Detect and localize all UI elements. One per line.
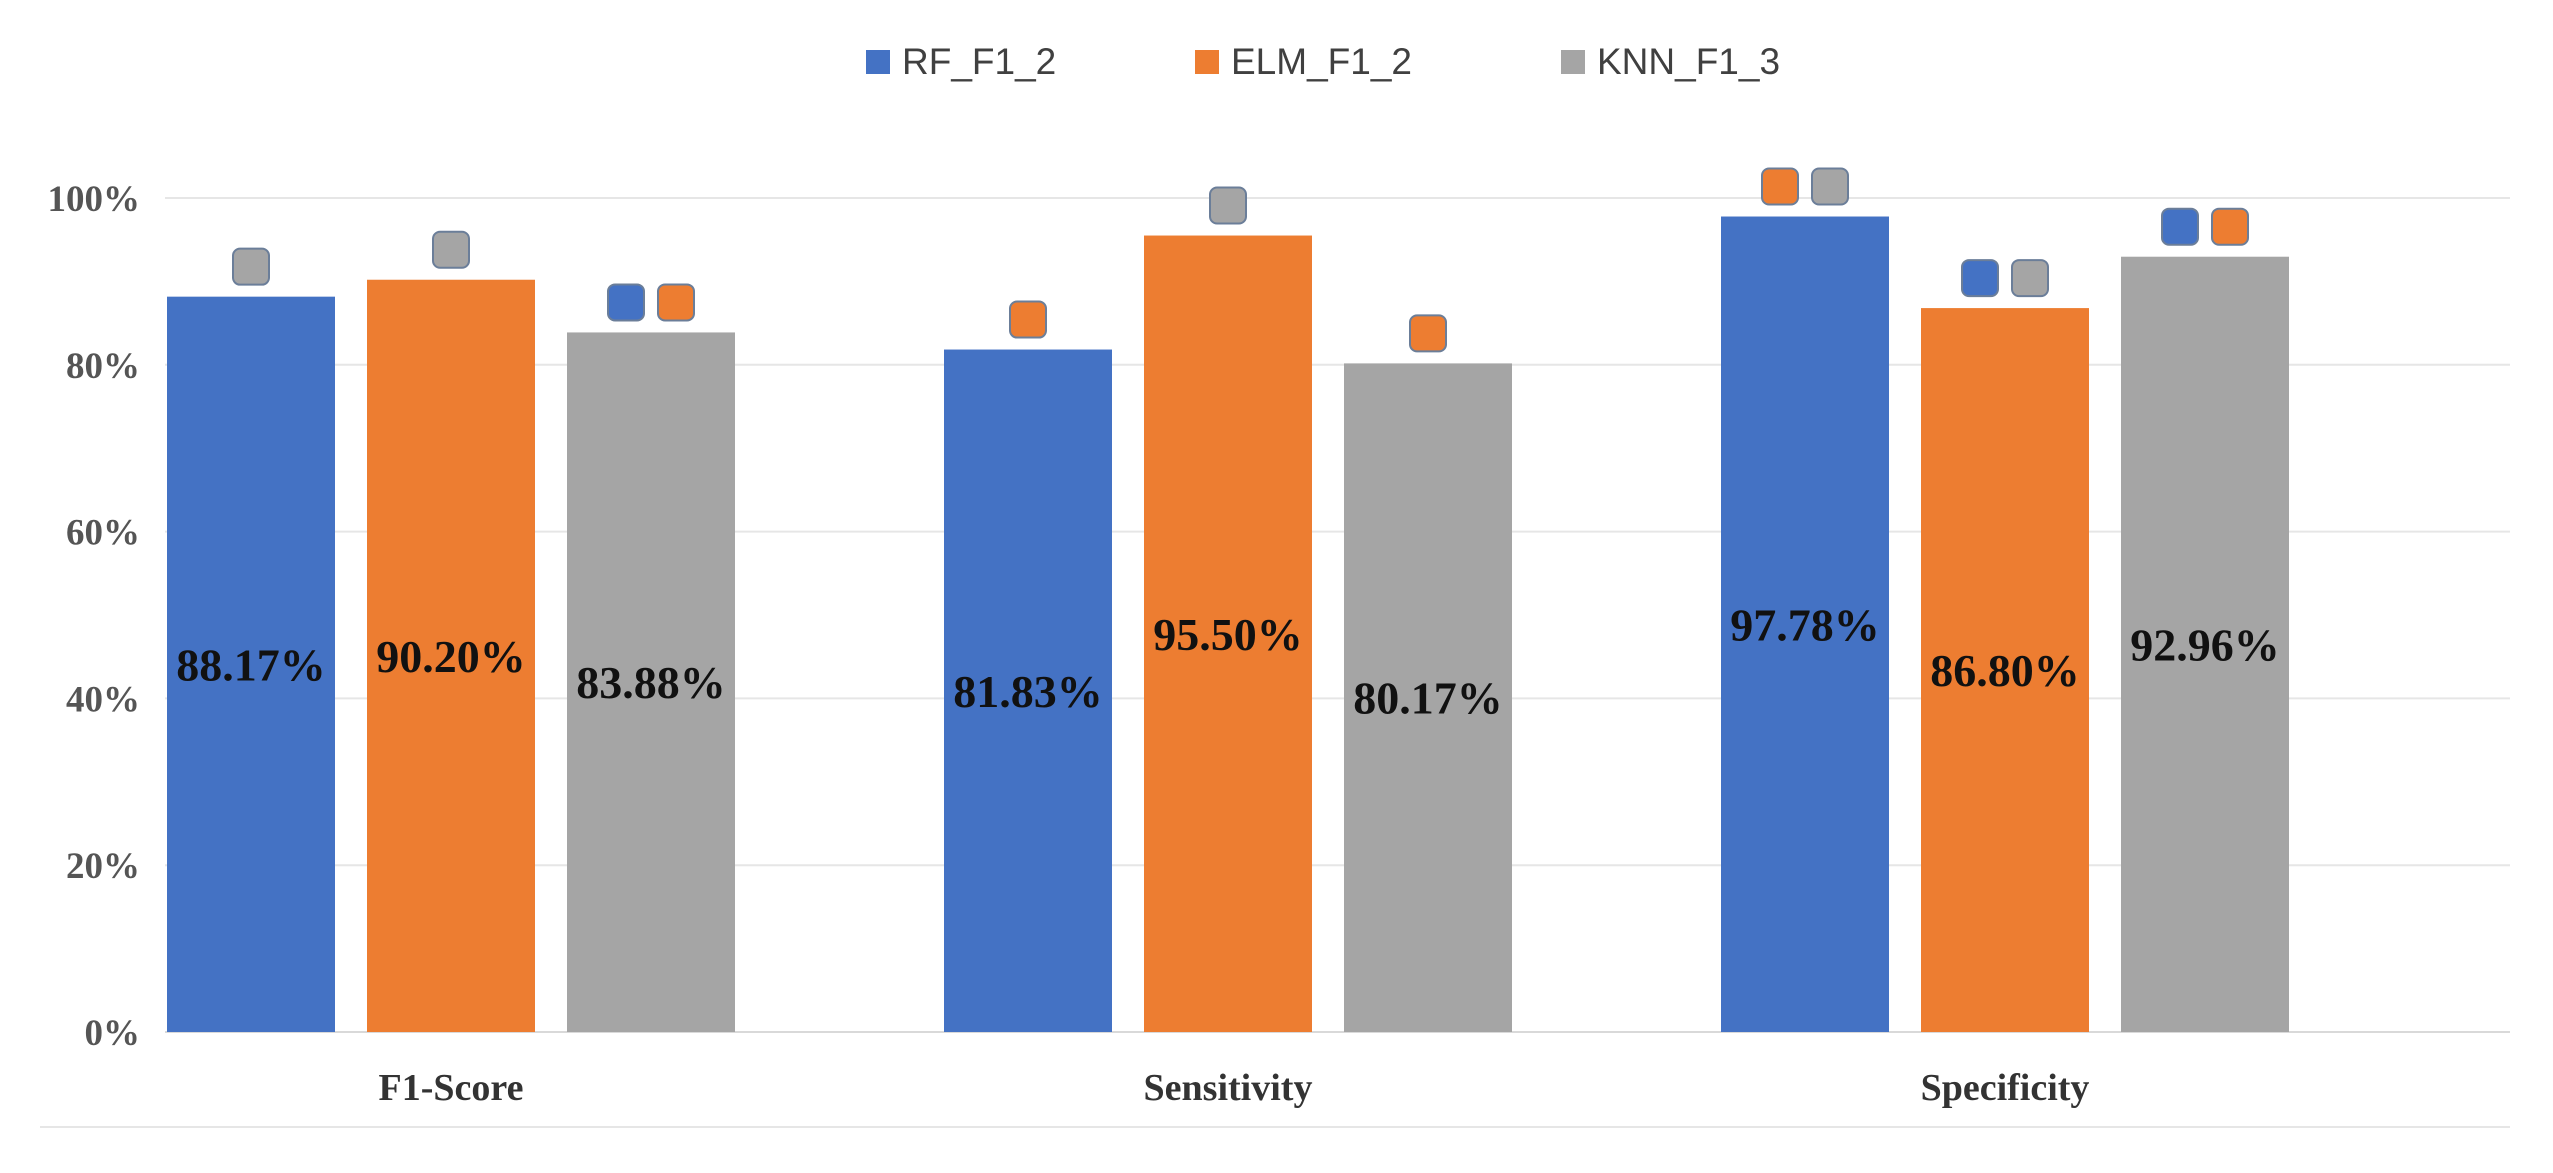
y-tick-label: 80% [66,346,140,387]
bars [167,216,2289,1033]
gridlines [40,197,2510,1128]
marker-KNN_F1_3 [232,247,270,286]
data-label: 81.83% [953,666,1103,717]
data-label: 88.17% [176,639,326,690]
marker-ELM_F1_2 [1009,300,1047,339]
data-label: 95.50% [1153,609,1303,660]
marker-KNN_F1_3 [2011,259,2049,298]
data-label: 80.17% [1353,673,1503,724]
data-label: 83.88% [576,657,726,708]
significance-markers [232,167,2249,353]
y-tick-label: 20% [66,846,140,887]
legend-label: RF_F1_2 [902,41,1056,82]
data-label: 86.80% [1930,645,2080,696]
marker-ELM_F1_2 [657,283,695,322]
marker-KNN_F1_3 [1209,186,1247,225]
marker-RF_F1_2 [1961,259,1999,298]
marker-RF_F1_2 [2161,207,2199,246]
bar-RF_F1_2-Sensitivity [944,349,1112,1032]
marker-KNN_F1_3 [432,230,470,269]
legend-swatch-ELM_F1_2 [1195,50,1219,74]
legend-label: KNN_F1_3 [1597,41,1780,82]
x-axis: F1-Score Sensitivity Specificity [379,1067,2090,1109]
category-label: F1-Score [379,1067,524,1109]
data-label: 92.96% [2130,619,2280,670]
marker-ELM_F1_2 [2211,207,2249,246]
bar-RF_F1_2-F1-Score [167,296,335,1032]
legend-label: ELM_F1_2 [1231,41,1412,82]
bar-ELM_F1_2-F1-Score [367,279,535,1032]
marker-KNN_F1_3 [1811,167,1849,206]
bar-ELM_F1_2-Specificity [1921,308,2089,1032]
category-label: Specificity [1921,1067,2090,1109]
legend-swatch-KNN_F1_3 [1561,50,1585,74]
y-tick-label: 40% [66,679,140,720]
data-label: 90.20% [376,631,526,682]
bar-RF_F1_2-Specificity [1721,216,1889,1033]
legend-swatch-RF_F1_2 [866,50,890,74]
y-axis: 0% 20% 40% 60% 80% 100% [48,179,141,1054]
marker-RF_F1_2 [607,283,645,322]
y-tick-label: 0% [85,1013,141,1054]
data-labels: 88.17% 90.20% 83.88% 81.83% 95.50% 80.17% 97.7… [176,599,2280,723]
marker-ELM_F1_2 [1761,167,1799,206]
bar-ELM_F1_2-Sensitivity [1144,235,1312,1032]
y-tick-label: 60% [66,513,140,554]
bar-KNN_F1_3-Specificity [2121,256,2289,1032]
category-label: Sensitivity [1144,1067,1313,1109]
y-tick-label: 100% [48,179,141,220]
marker-ELM_F1_2 [1409,314,1447,353]
bar-KNN_F1_3-Sensitivity [1344,363,1512,1032]
bar-KNN_F1_3-F1-Score [567,332,735,1032]
legend: RF_F1_2 ELM_F1_2 KNN_F1_3 [866,41,1780,82]
data-label: 97.78% [1730,599,1880,650]
